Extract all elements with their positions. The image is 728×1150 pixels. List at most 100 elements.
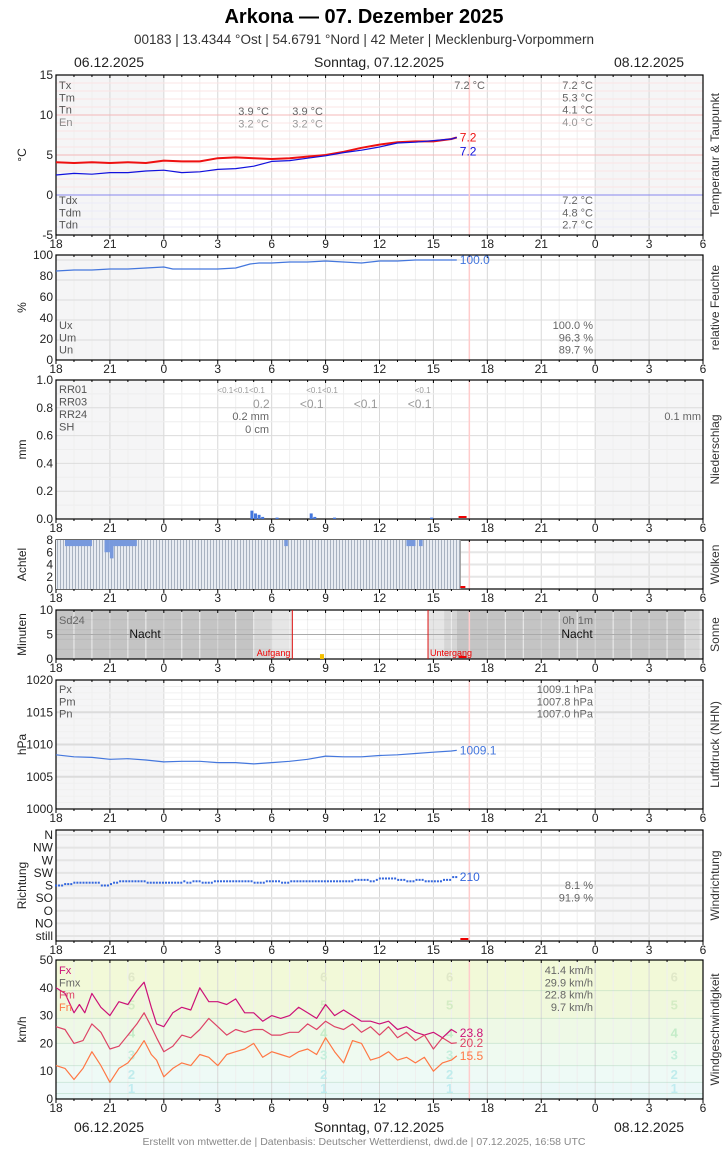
beaufort-label: 5 [671, 997, 678, 1012]
direction-label: O [44, 904, 53, 918]
x-tick-label: 18 [481, 362, 495, 376]
precip-bar [253, 513, 257, 519]
wind-direction-point [210, 881, 213, 884]
x-tick-label: 3 [214, 521, 221, 535]
wind-direction-point [244, 880, 247, 883]
wind-direction-point [128, 880, 131, 883]
missing-data-marker [460, 586, 466, 588]
wind-direction-point [452, 876, 455, 879]
wind-direction-point [106, 884, 109, 887]
station-info: 00183 | 13.4344 °Ost | 54.6791 °Nord | 4… [133, 32, 595, 47]
x-tick-label: 0 [592, 661, 599, 675]
beaufort-label: 3 [671, 1048, 678, 1063]
x-tick-label: 12 [373, 237, 387, 251]
beaufort-label: 2 [446, 1067, 453, 1082]
wind-direction-point [443, 878, 446, 881]
stat-label: Tm [59, 92, 75, 104]
stat-value: 4.0 °C [562, 117, 593, 129]
wind-direction-point [314, 880, 317, 883]
rr03-value: <0.1 [300, 397, 324, 411]
y-tick-label: 1.0 [36, 373, 53, 387]
y-tick-label: 8 [46, 533, 53, 547]
y-tick-label: 2 [46, 570, 53, 584]
beaufort-label: 3 [128, 1048, 135, 1063]
chart-side-title: Windgeschwindigkeit [708, 973, 722, 1086]
x-tick-label: 6 [700, 521, 707, 535]
x-tick-label: 21 [535, 362, 549, 376]
rr01-value: <0.1 [415, 386, 431, 395]
y-tick-label: 1005 [26, 770, 53, 784]
wind-direction-point [299, 880, 302, 883]
chart-side-title: Niederschlag [708, 414, 722, 484]
stat-value: 89.7 % [559, 345, 593, 357]
stat-label: Fx [59, 965, 72, 977]
wind-direction-point [409, 880, 412, 883]
x-tick-label: 21 [103, 521, 117, 535]
wind-direction-point [336, 880, 339, 883]
missing-data-marker [460, 938, 469, 940]
y-axis-label: °C [15, 148, 29, 162]
precip-bar [250, 510, 254, 519]
wind-direction-point [366, 878, 369, 881]
wind-direction-point [235, 880, 238, 883]
stat-label: Fm [59, 990, 75, 1002]
wind-direction-point [262, 881, 265, 884]
wind-direction-point [219, 880, 222, 883]
precip-bar [313, 516, 317, 519]
night-label: Nacht [129, 627, 161, 641]
wind-direction-point [329, 880, 332, 883]
wind-direction-point [293, 880, 296, 883]
wind-direction-point [250, 880, 253, 883]
wind-direction-point [229, 880, 232, 883]
x-tick-label: 18 [49, 591, 63, 605]
stat-value: 5.3 °C [562, 92, 593, 104]
x-tick-label: 6 [268, 811, 275, 825]
date-next-top: 08.12.2025 [614, 54, 685, 70]
wind-direction-point [100, 884, 103, 887]
wind-direction-point [192, 880, 195, 883]
x-tick-label: 0 [592, 237, 599, 251]
precip-bar [261, 516, 265, 519]
stat-value: 1009.1 hPa [537, 684, 594, 696]
y-tick-label: 0 [46, 652, 53, 666]
x-tick-label: 0 [592, 591, 599, 605]
y-tick-label: 0 [46, 188, 53, 202]
stat-label: Un [59, 345, 73, 357]
x-tick-label: 18 [481, 943, 495, 957]
x-tick-label: 21 [535, 1101, 549, 1115]
beaufort-label: 1 [320, 1081, 327, 1096]
wind-direction-point [137, 880, 140, 883]
date-current-top: Sonntag, 07.12.2025 [314, 54, 445, 70]
wind-direction-point [317, 880, 320, 883]
stat-label: Tx [59, 80, 72, 92]
wind-direction-point [94, 881, 97, 884]
rr03-value: 0.2 [253, 397, 270, 411]
x-tick-label: 0 [160, 362, 167, 376]
x-tick-label: 9 [322, 661, 329, 675]
tx-today: 7.2 °C [454, 80, 485, 92]
stat-value: 29.9 km/h [545, 977, 593, 989]
stat-value: 22.8 km/h [545, 990, 593, 1002]
stat-label: Fmx [59, 977, 81, 989]
wind-direction-point [113, 881, 116, 884]
wind-direction-point [381, 877, 384, 880]
precip-bar [275, 517, 279, 519]
x-tick-label: 18 [49, 1101, 63, 1115]
wind-direction-point [268, 880, 271, 883]
stat-label: RR24 [59, 409, 87, 421]
x-tick-label: 18 [481, 521, 495, 535]
stat-value: 1007.8 hPa [537, 696, 594, 708]
wind-direction-point [183, 880, 186, 883]
x-tick-label: 18 [481, 237, 495, 251]
wind-direction-point [274, 880, 277, 883]
y-axis-label: % [15, 302, 29, 313]
wind-direction-point [226, 880, 229, 883]
direction-label: still [36, 929, 53, 943]
chart-side-title: Temperatur & Taupunkt [708, 92, 722, 217]
taupunkt-line [55, 136, 457, 176]
date-prev-top: 06.12.2025 [74, 54, 145, 70]
y-tick-label: 30 [40, 1009, 54, 1023]
stat-value: 3.9 °C [292, 106, 323, 118]
date-next-bottom: 08.12.2025 [614, 1119, 685, 1135]
